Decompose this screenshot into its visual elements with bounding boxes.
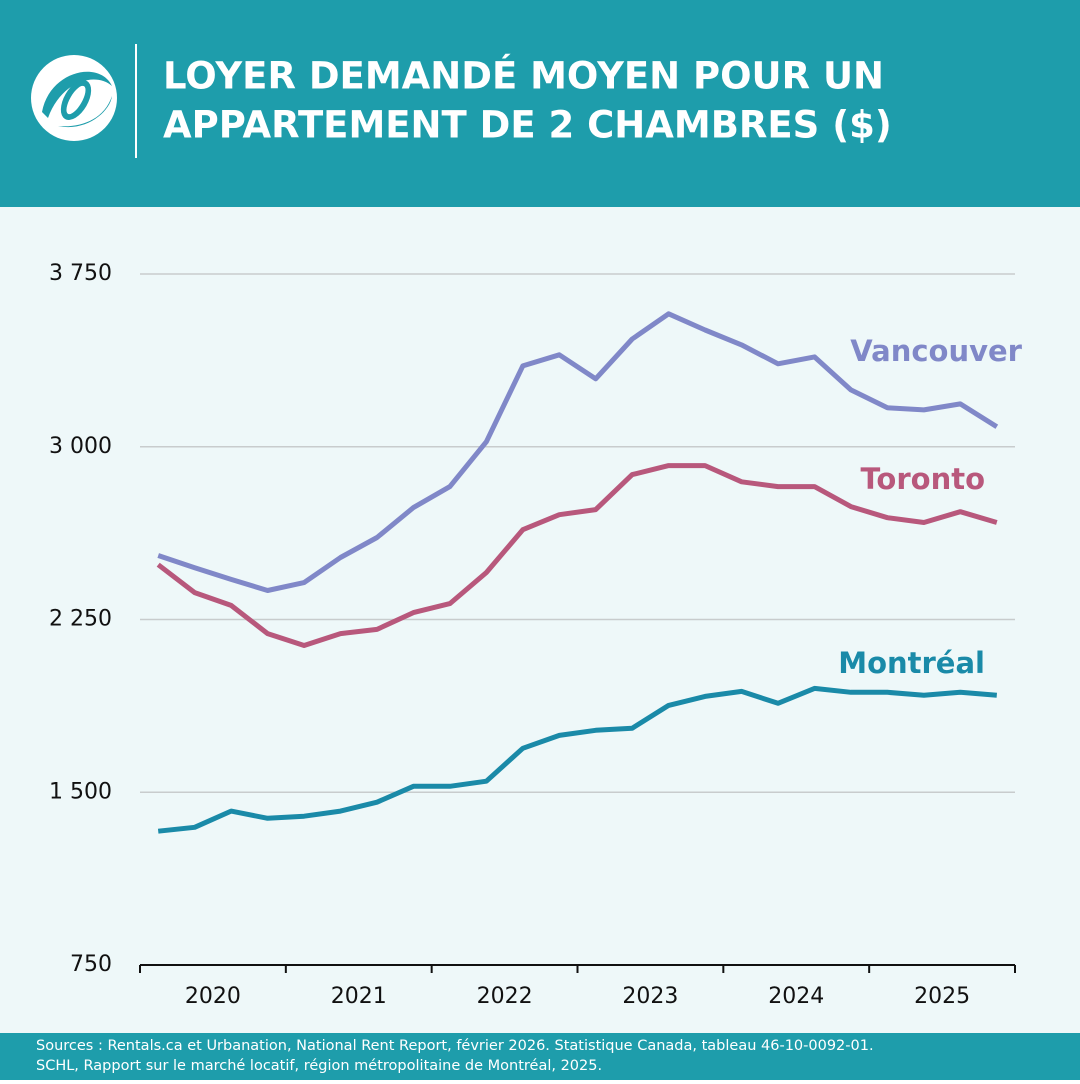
x-tick-label: 2021 — [331, 984, 387, 1009]
series-label: Vancouver — [850, 334, 1022, 368]
y-tick-label: 3 000 — [49, 434, 112, 459]
series-label: Montréal — [838, 646, 985, 680]
sources: Sources : Rentals.ca et Urbanation, Nati… — [36, 1038, 874, 1054]
series-line — [157, 685, 998, 834]
x-tick-label: 2020 — [185, 984, 241, 1009]
series-line — [156, 463, 998, 648]
series-line — [157, 311, 999, 593]
chart-title: LOYER DEMANDÉ MOYEN POUR UN — [163, 54, 884, 98]
y-tick-label: 750 — [70, 952, 112, 977]
header — [0, 0, 1080, 207]
y-tick-label: 2 250 — [49, 607, 112, 632]
x-tick-label: 2023 — [622, 984, 678, 1009]
chart-title: APPARTEMENT DE 2 CHAMBRES ($) — [163, 104, 892, 147]
x-tick-label: 2022 — [477, 984, 533, 1009]
series-label: Toronto — [860, 462, 985, 496]
footer — [0, 1033, 1080, 1080]
y-tick-label: 1 500 — [49, 779, 112, 804]
logo — [31, 55, 117, 141]
x-tick-label: 2025 — [914, 984, 970, 1009]
y-tick-label: 3 750 — [49, 261, 112, 286]
sources: SCHL, Rapport sur le marché locatif, rég… — [36, 1058, 602, 1074]
x-tick-label: 2024 — [768, 984, 824, 1009]
